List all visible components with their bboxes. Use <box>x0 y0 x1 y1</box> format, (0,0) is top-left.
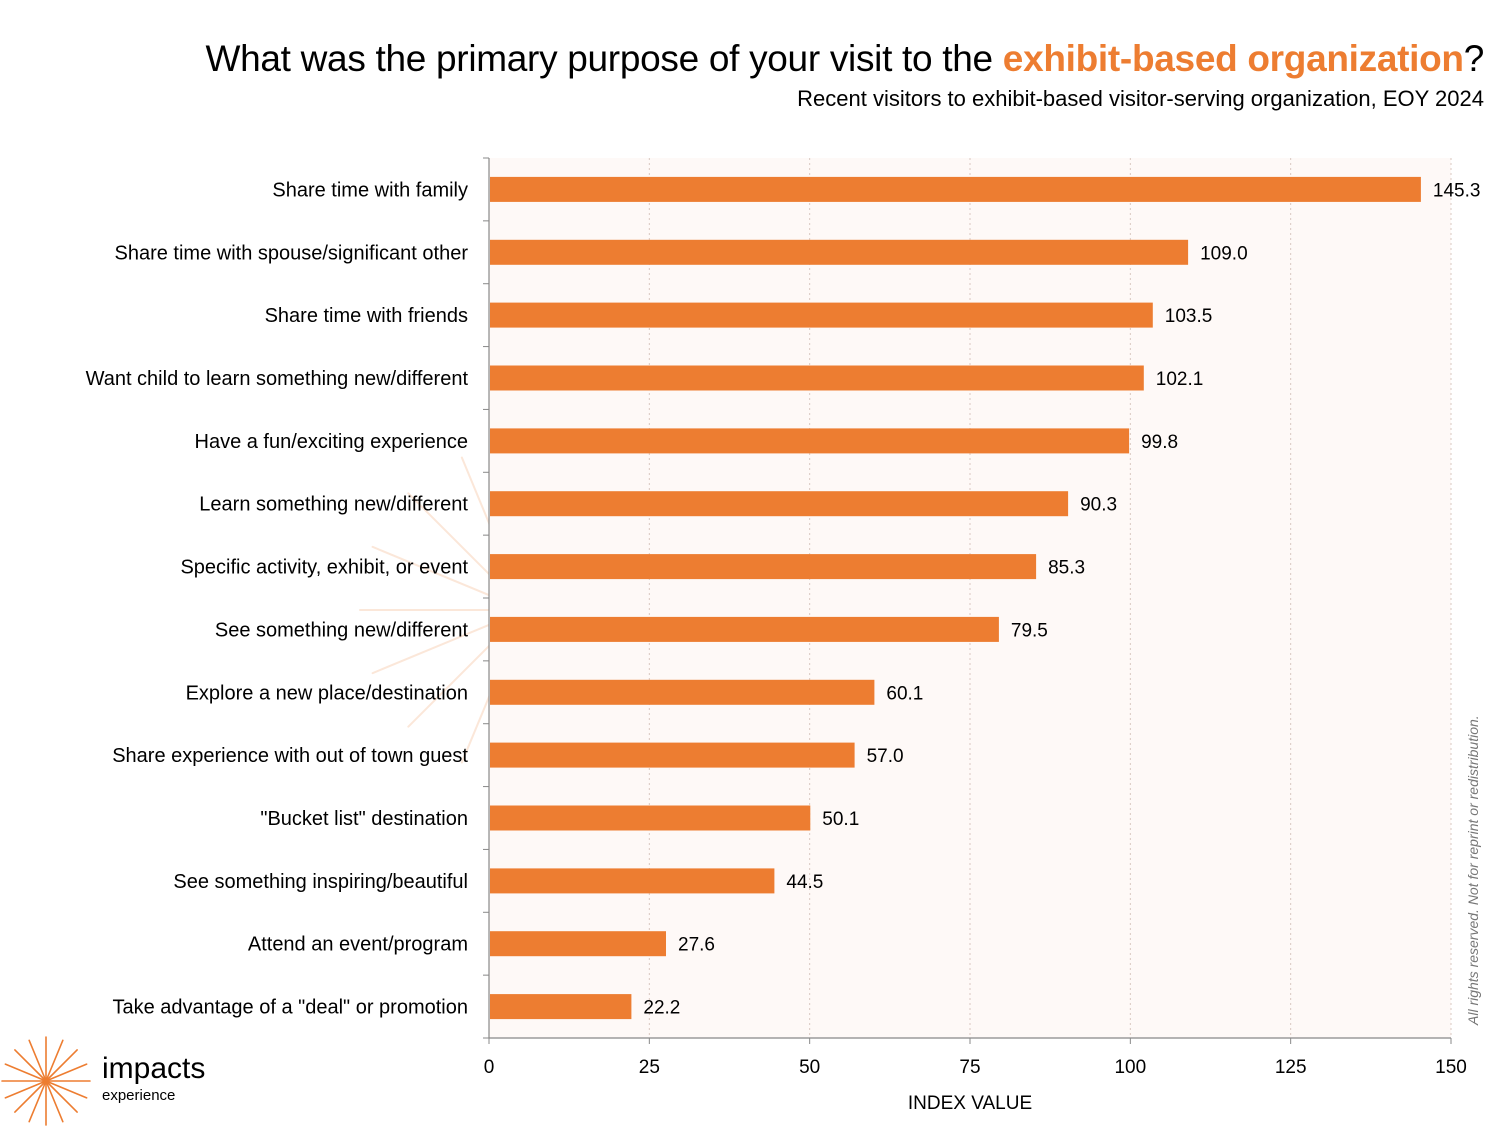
data-label: 99.8 <box>1141 432 1178 453</box>
starburst-ray <box>45 1080 64 1123</box>
bar <box>490 365 1144 391</box>
bar <box>490 176 1421 202</box>
starburst-ray <box>45 1049 78 1082</box>
category-label: Want child to learn something new/differ… <box>86 368 469 390</box>
data-label: 50.1 <box>822 809 859 830</box>
bar <box>490 491 1069 517</box>
x-tick-label: 75 <box>959 1057 980 1078</box>
data-label: 90.3 <box>1080 495 1117 516</box>
x-tick-label: 50 <box>799 1057 820 1078</box>
data-label: 60.1 <box>886 683 923 704</box>
data-label: 85.3 <box>1048 558 1085 579</box>
category-label: Learn something new/different <box>199 494 468 516</box>
category-label: Share time with spouse/significant other <box>114 242 468 264</box>
bar <box>490 554 1037 580</box>
starburst-ray <box>45 1080 78 1113</box>
bar <box>490 742 855 768</box>
data-label: 102.1 <box>1156 369 1204 390</box>
brand-logo-text: impacts experience <box>102 1052 206 1104</box>
category-label: Share experience with out of town guest <box>112 745 468 767</box>
bar <box>490 868 775 894</box>
starburst-ray <box>28 1080 47 1123</box>
category-label: "Bucket list" destination <box>260 808 468 830</box>
x-tick-label: 125 <box>1275 1057 1307 1078</box>
chart-title-highlight: exhibit-based organization <box>1002 38 1464 79</box>
chart-subtitle: Recent visitors to exhibit-based visitor… <box>797 86 1484 111</box>
data-label: 109.0 <box>1200 243 1248 264</box>
bar <box>490 616 999 642</box>
category-label: Share time with family <box>272 179 468 201</box>
starburst-ray <box>28 1039 47 1082</box>
starburst-ray <box>45 1080 88 1099</box>
starburst-ray <box>14 1049 47 1082</box>
category-label: Attend an event/program <box>248 934 468 956</box>
x-tick-label: 150 <box>1435 1057 1467 1078</box>
bar <box>490 679 875 705</box>
category-label: Take advantage of a "deal" or promotion <box>112 997 468 1019</box>
bar <box>490 428 1130 454</box>
chart-title-suffix: ? <box>1463 38 1485 79</box>
starburst-ray <box>14 1080 47 1113</box>
data-label: 22.2 <box>643 998 680 1019</box>
x-tick-label: 100 <box>1114 1057 1146 1078</box>
bar <box>490 302 1153 328</box>
category-label: Explore a new place/destination <box>186 682 468 704</box>
category-label: See something inspiring/beautiful <box>173 871 468 893</box>
data-label: 27.6 <box>678 935 715 956</box>
x-tick-label: 25 <box>639 1057 660 1078</box>
bar <box>490 239 1189 265</box>
rights-notice: All rights reserved. Not for reprint or … <box>1465 715 1481 1025</box>
category-label: See something new/different <box>215 619 469 641</box>
data-label: 79.5 <box>1011 620 1048 641</box>
data-label: 145.3 <box>1433 180 1481 201</box>
starburst-ray <box>4 1063 47 1082</box>
bar <box>490 994 632 1020</box>
bar <box>490 805 811 831</box>
brand-line2: experience <box>102 1087 176 1104</box>
starburst-ray <box>4 1080 47 1099</box>
x-axis-title: INDEX VALUE <box>908 1093 1032 1114</box>
data-label: 44.5 <box>786 872 823 893</box>
starburst-ray <box>45 1063 88 1082</box>
category-label: Specific activity, exhibit, or event <box>180 557 468 579</box>
chart-title: What was the primary purpose of your vis… <box>206 38 1485 80</box>
category-label: Share time with friends <box>265 305 468 327</box>
starburst-ray <box>45 1039 64 1082</box>
starburst-icon <box>1 1036 91 1126</box>
brand-line1: impacts <box>102 1052 206 1085</box>
data-label: 57.0 <box>867 746 904 767</box>
data-label: 103.5 <box>1165 306 1213 327</box>
chart-title-prefix: What was the primary purpose of your vis… <box>205 38 1003 79</box>
category-label: Have a fun/exciting experience <box>195 431 469 453</box>
x-tick-label: 0 <box>484 1057 495 1078</box>
bar <box>490 931 666 957</box>
